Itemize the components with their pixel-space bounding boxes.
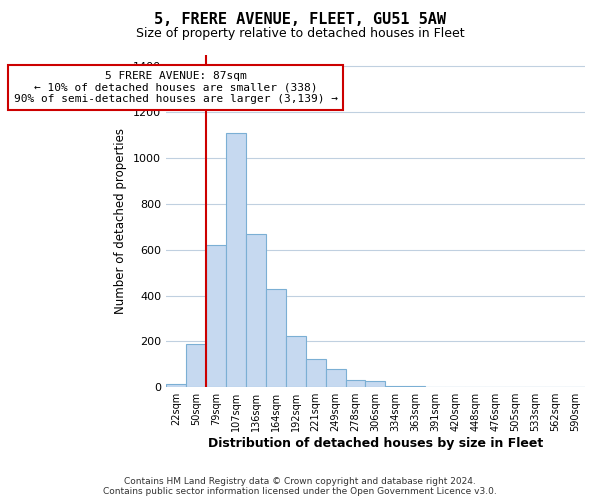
Bar [346, 380, 365, 387]
Bar [266, 288, 286, 387]
Bar [365, 382, 385, 387]
Y-axis label: Number of detached properties: Number of detached properties [115, 128, 127, 314]
Bar [186, 344, 206, 387]
Text: Contains HM Land Registry data © Crown copyright and database right 2024.: Contains HM Land Registry data © Crown c… [124, 477, 476, 486]
Bar [226, 133, 246, 387]
Bar [305, 358, 326, 387]
Text: Contains public sector information licensed under the Open Government Licence v3: Contains public sector information licen… [103, 487, 497, 496]
X-axis label: Distribution of detached houses by size in Fleet: Distribution of detached houses by size … [208, 437, 543, 450]
Bar [385, 386, 406, 387]
Bar [166, 384, 186, 387]
Bar [246, 234, 266, 387]
Bar [406, 386, 425, 387]
Text: Size of property relative to detached houses in Fleet: Size of property relative to detached ho… [136, 28, 464, 40]
Text: 5, FRERE AVENUE, FLEET, GU51 5AW: 5, FRERE AVENUE, FLEET, GU51 5AW [154, 12, 446, 28]
Bar [326, 369, 346, 387]
Bar [206, 245, 226, 387]
Bar [286, 336, 305, 387]
Text: 5 FRERE AVENUE: 87sqm
← 10% of detached houses are smaller (338)
90% of semi-det: 5 FRERE AVENUE: 87sqm ← 10% of detached … [14, 71, 338, 104]
